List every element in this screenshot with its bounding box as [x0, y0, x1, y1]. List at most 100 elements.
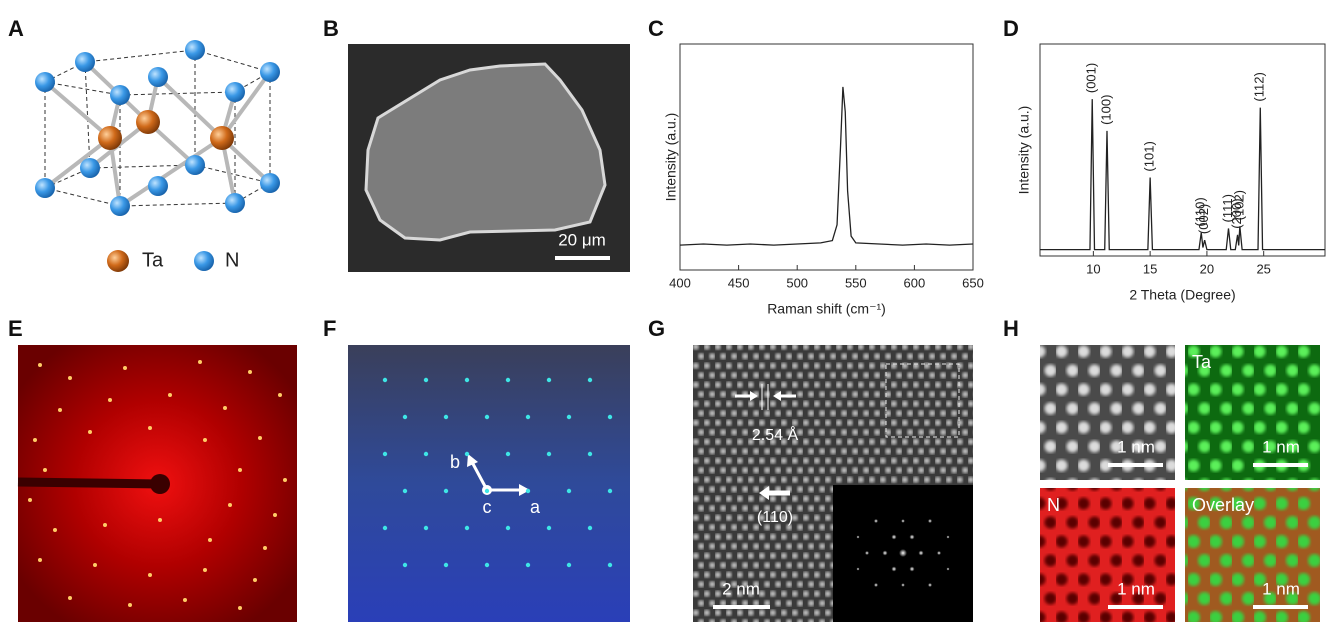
crystal-structure: Ta N — [35, 40, 280, 272]
data-line — [1040, 99, 1325, 251]
lattice-point — [464, 377, 470, 383]
lattice-point — [423, 525, 429, 531]
lattice-point — [505, 377, 511, 383]
fft-spot — [901, 519, 905, 523]
scale-bar-label: 1 nm — [1262, 437, 1300, 456]
diffraction-spot — [43, 468, 47, 472]
lattice-point — [607, 562, 613, 568]
lattice-point — [525, 488, 531, 494]
lattice-point — [546, 525, 552, 531]
lattice-point — [484, 414, 490, 420]
data-line — [679, 86, 974, 246]
diffraction-spot — [228, 503, 232, 507]
diffraction-spot — [38, 363, 42, 367]
diffraction-image — [17, 345, 297, 622]
spacing-label: 2.54 Å — [752, 425, 799, 444]
fft-spot — [937, 551, 941, 555]
sem-image: 20 μm — [348, 44, 630, 272]
peak-label: (110) — [1193, 197, 1208, 226]
diffraction-spot — [128, 603, 132, 607]
lattice-point — [402, 414, 408, 420]
panel-letter: G — [648, 316, 665, 341]
diffraction-spot — [263, 546, 267, 550]
y-axis-label: Intensity (a.u.) — [1016, 106, 1032, 195]
x-tick-label: 600 — [904, 275, 926, 290]
diffraction-spot — [183, 598, 187, 602]
fft-spot — [856, 535, 860, 539]
fft-spot — [928, 583, 932, 587]
lattice-point — [607, 488, 613, 494]
diffraction-spot — [53, 528, 57, 532]
element-maps: Ta N Overlay 1 nm 1 nm 1 nm 1 nm — [1040, 345, 1320, 622]
diffraction-spot — [198, 360, 202, 364]
panel-letter: B — [323, 16, 339, 41]
channel-label: Ta — [1192, 352, 1212, 372]
legend-label: Ta — [142, 249, 164, 271]
diffraction-spot — [158, 518, 162, 522]
fft-spot — [901, 583, 905, 587]
diffraction-spot — [203, 438, 207, 442]
lattice-point — [402, 488, 408, 494]
fft-spot — [899, 549, 907, 557]
scale-bar-label: 1 nm — [1262, 579, 1300, 598]
diffraction-spot — [28, 498, 32, 502]
diffraction-spot — [33, 438, 37, 442]
scale-bar-label: 1 nm — [1117, 437, 1155, 456]
lattice-point — [587, 451, 593, 457]
panel-letter: E — [8, 316, 23, 341]
lattice-point — [587, 377, 593, 383]
x-tick-label: 20 — [1200, 261, 1214, 276]
lattice-point — [546, 451, 552, 457]
diffraction-spot — [148, 573, 152, 577]
x-axis-label: Raman shift (cm⁻¹) — [767, 301, 886, 317]
peak-label: (102) — [1231, 190, 1246, 220]
lattice-point — [607, 414, 613, 420]
diffraction-spot — [108, 398, 112, 402]
peak-label: (002) — [1196, 204, 1211, 234]
scale-bar-label: 1 nm — [1117, 579, 1155, 598]
diffraction-spot — [93, 563, 97, 567]
hrtem-image: 2.54 Å (110) 2 nm — [693, 345, 973, 622]
diffraction-spot — [148, 426, 152, 430]
fft-spot — [874, 519, 878, 523]
diffraction-spot — [273, 513, 277, 517]
diffraction-spot — [208, 538, 212, 542]
lattice-point — [464, 525, 470, 531]
fft-spot — [909, 566, 915, 572]
axis-label: a — [530, 497, 541, 517]
legend-label: N — [225, 249, 239, 271]
diffraction-spot — [58, 408, 62, 412]
diffraction-spot — [88, 430, 92, 434]
fft-spot — [865, 551, 869, 555]
diffraction-spot — [283, 478, 287, 482]
diffraction-spot — [203, 568, 207, 572]
lattice-point — [546, 377, 552, 383]
panel-letter: H — [1003, 316, 1019, 341]
lattice-diagram: a b c — [348, 345, 630, 622]
scale-bar-label: 20 μm — [558, 230, 606, 249]
peak-label: (112) — [1252, 72, 1267, 101]
diffraction-spot — [68, 596, 72, 600]
lattice-point — [382, 451, 388, 457]
peak-label: (101) — [1142, 141, 1157, 171]
direction-label: (110) — [757, 509, 793, 526]
fft-spot — [874, 583, 878, 587]
lattice-point — [484, 562, 490, 568]
diffraction-spot — [223, 406, 227, 410]
lattice-point — [525, 562, 531, 568]
fft-spot — [856, 567, 860, 571]
x-tick-label: 450 — [728, 275, 750, 290]
lattice-point — [382, 525, 388, 531]
lattice-point — [402, 562, 408, 568]
lattice-point — [566, 488, 572, 494]
x-tick-label: 500 — [786, 275, 808, 290]
fft-spot — [946, 535, 950, 539]
fft-spot — [882, 550, 888, 556]
diffraction-spot — [248, 370, 252, 374]
x-tick-label: 650 — [962, 275, 984, 290]
lattice-point — [566, 414, 572, 420]
diffraction-spot — [103, 523, 107, 527]
peak-label: (100) — [1098, 95, 1113, 125]
diffraction-spot — [258, 436, 262, 440]
